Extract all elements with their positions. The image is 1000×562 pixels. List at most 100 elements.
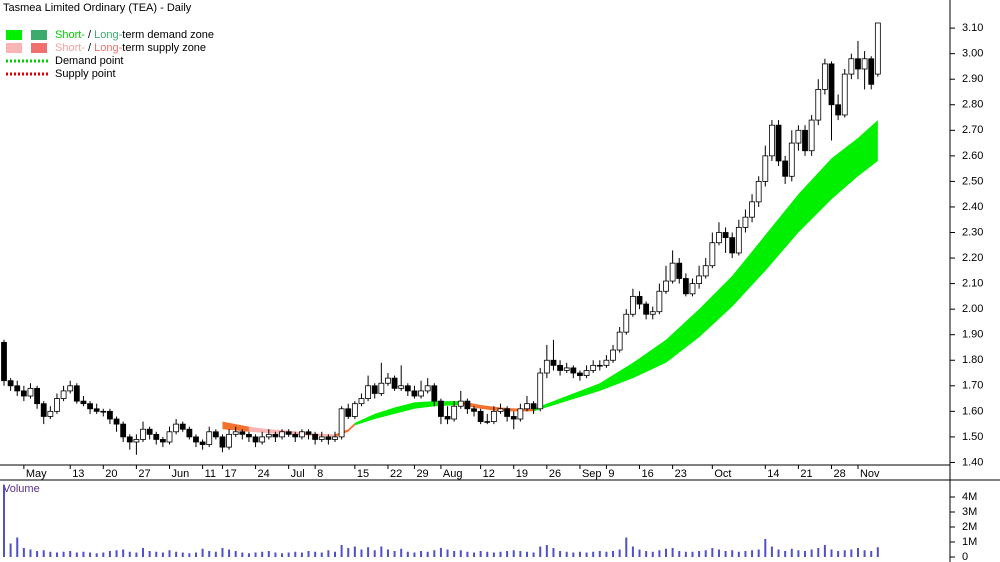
volume-bar [175, 551, 178, 557]
candle-body [484, 421, 491, 423]
candle-body [795, 129, 802, 144]
candle-body [27, 387, 34, 397]
volume-bar [55, 552, 58, 557]
volume-bar [479, 551, 482, 557]
candle-body [47, 410, 54, 417]
candle-body [682, 278, 689, 295]
x-tick-label: Oct [714, 468, 731, 480]
volume-tick-label: 3M [962, 506, 977, 518]
x-tick-label: 8 [317, 468, 323, 480]
y-tick-label: 2.10 [962, 278, 983, 290]
x-tick-label: 9 [608, 468, 614, 480]
candle-body [159, 439, 166, 443]
candle-body [855, 58, 861, 70]
y-tick-label: 3.00 [962, 48, 983, 60]
volume-bar [22, 548, 25, 557]
volume-bar [334, 551, 336, 557]
zone [354, 401, 461, 426]
candle-body [153, 433, 160, 440]
x-tick-label: Aug [443, 468, 463, 480]
candle-body [497, 408, 504, 412]
volume-bar [651, 551, 654, 557]
volume-bar [850, 549, 853, 557]
candle-body [404, 385, 411, 392]
volume-bar [102, 552, 105, 557]
volume-bar [353, 546, 356, 557]
volume-bar [320, 552, 323, 557]
candle-body [272, 433, 279, 438]
volume-bar [598, 551, 601, 557]
volume-bar [254, 552, 257, 557]
candle-body [226, 433, 232, 448]
volume-bar [287, 552, 290, 557]
candle-body [716, 232, 722, 244]
legend-text: Short- [55, 42, 85, 54]
candle-body [735, 226, 742, 254]
volume-bar [9, 543, 12, 557]
candle-body [669, 262, 676, 282]
volume-bar [62, 551, 65, 557]
volume-bar [459, 550, 462, 557]
x-tick-label: 11 [205, 468, 216, 480]
y-tick-label: 2.40 [962, 201, 983, 213]
volume-bar [790, 548, 793, 557]
candle-body [20, 390, 27, 397]
candle-body [610, 349, 616, 361]
legend-text: Long- [94, 29, 122, 41]
candle-body [73, 385, 80, 402]
candle-body [140, 428, 146, 440]
candle-body [411, 390, 418, 397]
volume-bar [545, 545, 548, 557]
y-tick-label: 2.80 [962, 99, 983, 111]
zone [460, 401, 534, 412]
y-tick-label: 1.90 [962, 329, 983, 341]
zone [533, 120, 878, 412]
legend-text: Long- [94, 42, 122, 54]
volume-bar [241, 552, 244, 557]
candle-body [371, 385, 378, 394]
volume-bar [208, 551, 211, 557]
y-tick-label: 2.00 [962, 303, 983, 315]
volume-bar [49, 551, 52, 557]
volume-bar [142, 548, 145, 557]
volume-bar [234, 551, 237, 557]
candle-body [676, 262, 683, 279]
candle-body [358, 398, 365, 405]
candle-body [252, 436, 259, 443]
volume-bar [837, 551, 840, 557]
candle-body [206, 431, 213, 445]
candle-body [391, 377, 398, 389]
candle-body [841, 73, 848, 116]
y-tick-label: 2.90 [962, 73, 983, 85]
candle-body [603, 359, 610, 366]
candle-body [464, 400, 471, 410]
candle-body [444, 416, 451, 420]
x-tick-label: 21 [800, 468, 812, 480]
volume-bar [69, 551, 72, 557]
legend-swatch [31, 43, 47, 53]
volume-bar [327, 550, 330, 557]
volume-tick-label: 0 [962, 551, 968, 562]
candle-body [762, 155, 769, 182]
x-tick-label: 13 [72, 468, 84, 480]
candle-body [490, 410, 497, 422]
volume-bar [16, 537, 19, 557]
volume-bar [823, 545, 826, 557]
x-tick-label: 27 [138, 468, 150, 480]
candle-body [438, 400, 444, 417]
volume-bar [406, 551, 409, 557]
volume-bar [638, 549, 641, 557]
legend-text: Demand point [55, 55, 124, 67]
candle-body [120, 423, 127, 438]
volume-title: Volume [3, 483, 40, 495]
candle-body [80, 400, 87, 405]
volume-bar [506, 551, 509, 557]
volume-bar [777, 549, 780, 557]
candle-body [259, 436, 266, 443]
x-tick-label: 22 [390, 468, 402, 480]
volume-bar [300, 552, 303, 557]
volume-bar [817, 548, 820, 557]
volume-bar [499, 551, 502, 557]
volume-tick-label: 1M [962, 536, 977, 548]
candle-body [663, 280, 669, 292]
